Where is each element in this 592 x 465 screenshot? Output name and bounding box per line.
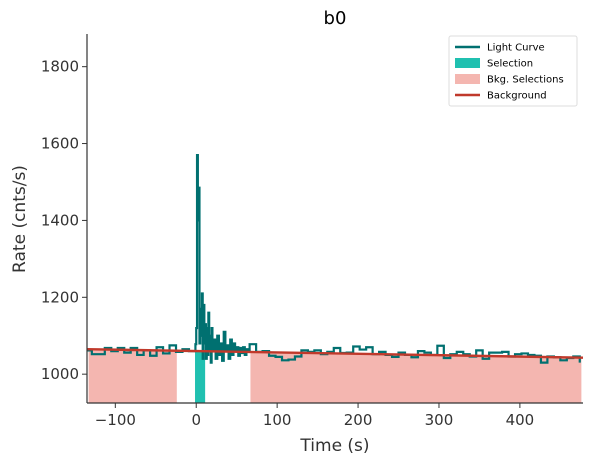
y-tick-label: 1600: [41, 135, 79, 153]
bkg-selection-region-0: [88, 349, 177, 403]
y-tick-label: 1000: [41, 365, 79, 383]
x-axis-label: Time (s): [299, 436, 369, 456]
x-tick-label: 400: [506, 411, 535, 429]
legend-frame: [448, 35, 578, 107]
legend-label: Background: [487, 91, 547, 102]
background-fit-layer: [86, 347, 584, 359]
y-tick-label: 1200: [41, 288, 79, 306]
light-curve-line: [87, 153, 581, 364]
legend-swatch: [455, 74, 480, 84]
light-curve-layer: [87, 153, 581, 364]
chart-title: b0: [324, 8, 347, 29]
x-tick-label: 300: [425, 411, 454, 429]
x-tick-label: −100: [95, 411, 136, 429]
bkg-selections-layer: [88, 349, 582, 403]
selection-region: [195, 350, 206, 403]
legend-swatch: [455, 58, 480, 68]
x-ticks: −100 0 100 200 300 400: [95, 403, 534, 429]
legend-label: Bkg. Selections: [487, 75, 564, 86]
legend-label: Light Curve: [487, 43, 545, 54]
y-axis-label: Rate (cnts/s): [10, 165, 30, 273]
selection-layer: [195, 350, 206, 403]
x-tick-label: 200: [344, 411, 373, 429]
y-tick-label: 1400: [41, 211, 79, 229]
x-tick-label: 0: [191, 411, 201, 429]
bkg-selection-region-1: [250, 351, 582, 403]
x-tick-label: 100: [263, 411, 292, 429]
legend-label: Selection: [487, 59, 533, 70]
legend: Light Curve Selection Bkg. Selections Backg…: [448, 35, 578, 107]
background-fit-line: [86, 347, 584, 359]
y-ticks: 1000 1200 1400 1600 1800: [41, 58, 87, 383]
y-tick-label: 1800: [41, 58, 79, 76]
